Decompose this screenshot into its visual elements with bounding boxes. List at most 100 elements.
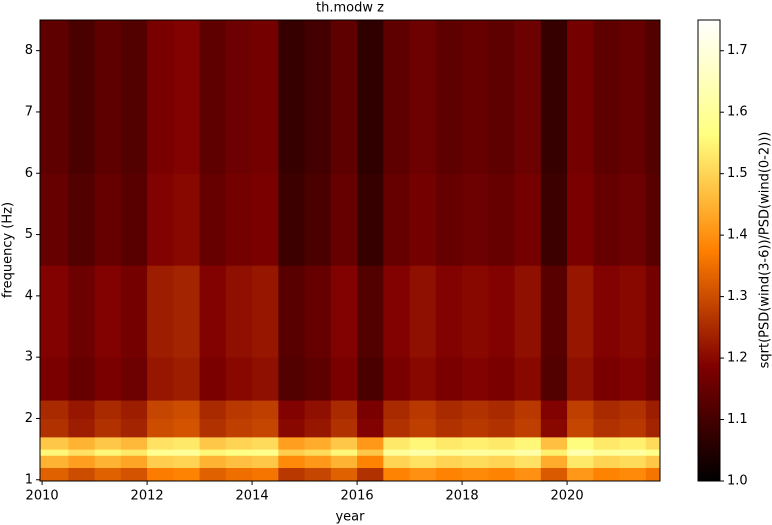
heatmap-cell	[147, 265, 174, 358]
heatmap-cell	[488, 400, 516, 419]
heatmap-cell	[225, 436, 253, 450]
heatmap-cell	[514, 418, 542, 438]
heatmap-cell	[435, 449, 463, 456]
heatmap-cell	[68, 449, 96, 456]
heatmap-cell	[383, 467, 411, 482]
heatmap-cell	[619, 467, 647, 482]
heatmap-cell	[147, 400, 174, 419]
heatmap-cell	[199, 467, 227, 482]
heatmap-cell	[330, 449, 358, 456]
heatmap-cell	[383, 418, 411, 438]
heatmap-cell	[120, 20, 148, 174]
heatmap-cell	[593, 418, 621, 438]
heatmap-cell	[383, 173, 411, 266]
heatmap-cell	[567, 357, 594, 401]
colorbar	[697, 19, 721, 482]
heatmap-cell	[540, 449, 568, 456]
heatmap-cell	[488, 455, 516, 469]
heatmap-cell	[278, 20, 306, 174]
heatmap-cell	[645, 357, 661, 401]
heatmap-cell	[278, 173, 306, 266]
heatmap-cell	[593, 467, 621, 482]
heatmap-cell	[68, 357, 96, 401]
heatmap-cell	[488, 357, 516, 401]
heatmap-cell	[173, 265, 201, 358]
heatmap-cell	[540, 173, 568, 266]
heatmap-cell	[199, 449, 227, 456]
heatmap-cell	[488, 20, 516, 174]
colorbar-tick-label: 1.5	[727, 166, 748, 181]
heatmap-cell	[514, 455, 542, 469]
heatmap-cell	[462, 20, 489, 174]
heatmap-cell	[94, 418, 122, 438]
heatmap-cell	[304, 455, 332, 469]
heatmap-cell	[304, 357, 332, 401]
colorbar-tick-label: 1.1	[727, 412, 748, 427]
heatmap-cell	[252, 20, 279, 174]
heatmap-cell	[357, 467, 384, 482]
heatmap-cell	[383, 436, 411, 450]
heatmap-cell	[304, 449, 332, 456]
heatmap-cell	[619, 455, 647, 469]
heatmap-cell	[94, 467, 122, 482]
heatmap-cell	[40, 418, 69, 438]
heatmap-cell	[278, 357, 306, 401]
heatmap-cell	[278, 400, 306, 419]
colorbar-tick-label: 1.0	[727, 474, 748, 489]
heatmap-cell	[488, 436, 516, 450]
heatmap-cell	[147, 20, 174, 174]
heatmap-cell	[304, 467, 332, 482]
heatmap-cell	[147, 357, 174, 401]
heatmap-cell	[199, 455, 227, 469]
heatmap-cell	[409, 173, 437, 266]
heatmap-cell	[252, 357, 279, 401]
heatmap-cell	[435, 265, 463, 358]
heatmap-cell	[357, 400, 384, 419]
heatmap-cell	[304, 436, 332, 450]
heatmap-cell	[619, 173, 647, 266]
heatmap-cell	[330, 357, 358, 401]
heatmap-cell	[68, 173, 96, 266]
heatmap-cell	[68, 455, 96, 469]
heatmap-cell	[409, 265, 437, 358]
heatmap-cell	[645, 467, 661, 482]
heatmap-cell	[120, 173, 148, 266]
colorbar-tick-label: 1.3	[727, 289, 748, 304]
heatmap-cell	[540, 357, 568, 401]
heatmap-cell	[514, 449, 542, 456]
x-tick-label: 2014	[236, 489, 269, 504]
y-tick-label: 1	[25, 472, 33, 487]
heatmap-cell	[120, 449, 148, 456]
heatmap-cell	[120, 455, 148, 469]
heatmap-cell	[619, 449, 647, 456]
heatmap-cell	[68, 20, 96, 174]
heatmap-cell	[462, 173, 489, 266]
heatmap-cell	[567, 173, 594, 266]
heatmap-cell	[514, 400, 542, 419]
heatmap-cell	[488, 418, 516, 438]
heatmap-cell	[435, 455, 463, 469]
heatmap-cell	[94, 449, 122, 456]
heatmap-cell	[252, 455, 279, 469]
x-tick-label: 2010	[26, 489, 59, 504]
heatmap-cell	[225, 173, 253, 266]
heatmap-cell	[540, 265, 568, 358]
heatmap-cell	[540, 436, 568, 450]
heatmap-cell	[68, 400, 96, 419]
heatmap-cell	[567, 265, 594, 358]
heatmap-cell	[147, 436, 174, 450]
y-tick-label: 8	[25, 43, 33, 58]
heatmap-cell	[173, 467, 201, 482]
heatmap-cell	[567, 436, 594, 450]
heatmap-cell	[173, 418, 201, 438]
heatmap-cell	[593, 436, 621, 450]
heatmap-cell	[540, 400, 568, 419]
heatmap-cell	[147, 467, 174, 482]
heatmap-cell	[94, 357, 122, 401]
heatmap-cell	[147, 449, 174, 456]
heatmap-cell	[540, 455, 568, 469]
heatmap-cell	[435, 436, 463, 450]
heatmap-cell	[435, 357, 463, 401]
heatmap-cell	[225, 265, 253, 358]
heatmap-cell	[645, 173, 661, 266]
